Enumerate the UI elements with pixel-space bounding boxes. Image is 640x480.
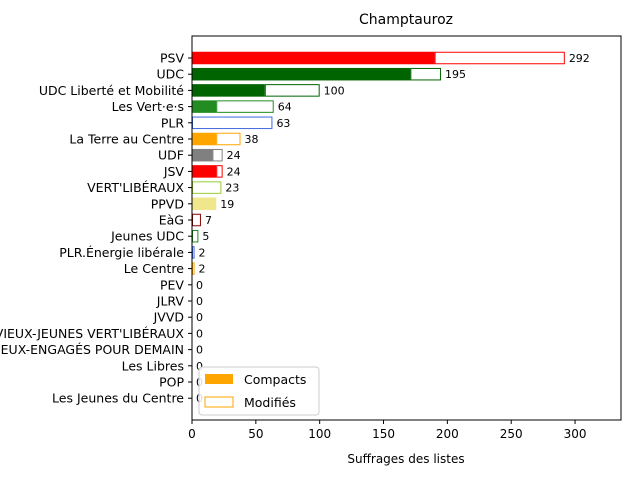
bar-compacts-jsv [192, 165, 217, 178]
bar-compacts-la-terre-au-centre [192, 132, 217, 146]
y-tick-label-jeunes-udc: Jeunes UDC [110, 229, 184, 244]
y-tick-label-plr: PLR [161, 115, 185, 130]
y-tick-label-les-vieux-engages-pour-demain: LES VIEUX-ENGAGÉS POUR DEMAIN [0, 342, 184, 357]
x-tick-label-100: 100 [308, 427, 331, 441]
x-tick-label-200: 200 [436, 427, 459, 441]
bar-modifies-plr [192, 116, 273, 130]
bar-modifies-vert-liberaux [192, 181, 222, 194]
legend-swatch-compacts [205, 374, 233, 384]
legend-label-modifies: Modifiés [244, 395, 296, 410]
y-tick-label-pev: PEV [160, 277, 184, 292]
value-label-jvvd: 0 [196, 311, 203, 324]
bar-modifies-les-vert-e-s [216, 100, 274, 113]
bars-group [192, 51, 565, 275]
value-label-vert-liberaux: 23 [225, 182, 239, 195]
bar-compacts-udc-liberte-et-mobilite [192, 84, 265, 97]
y-tick-label-jvvd: JVVD [153, 310, 184, 325]
value-label-les-vieux-jeunes-vert-liberaux: 0 [196, 327, 203, 340]
legend-label-compacts: Compacts [244, 372, 306, 387]
y-tick-label-eag: EàG [159, 213, 184, 228]
legend-swatch-modifies [204, 396, 234, 408]
value-label-plr-energie-liberale: 2 [199, 246, 206, 259]
bar-modifies-udf [212, 148, 223, 162]
value-label-jeunes-udc: 5 [202, 230, 209, 243]
chart-title: Champtauroz [359, 12, 453, 28]
y-tick-label-udf: UDF [158, 148, 184, 163]
y-tick-label-plr-energie-liberale: PLR.Énergie libérale [59, 245, 184, 260]
legend: Compacts Modifiés [198, 366, 320, 416]
bar-modifies-jeunes-udc [192, 229, 199, 243]
value-label-plr: 63 [276, 117, 290, 130]
y-tick-label-les-jeunes-du-centre: Les Jeunes du Centre [52, 391, 184, 406]
x-tick-label-50: 50 [248, 427, 263, 441]
x-tick-label-250: 250 [500, 427, 523, 441]
value-label-les-vieux-engages-pour-demain: 0 [196, 344, 203, 357]
bar-modifies-jsv [216, 165, 223, 178]
y-tick-label-ppvd: PPVD [151, 196, 184, 211]
bar-compacts-udf [192, 148, 213, 162]
value-label-udc: 195 [445, 68, 466, 81]
value-label-psv: 292 [569, 52, 590, 65]
value-label-eag: 7 [205, 214, 212, 227]
bar-modifies-le-centre [192, 262, 195, 275]
bar-modifies-plr-energie-liberale [192, 246, 195, 259]
y-tick-label-vert-liberaux: VERT'LIBÉRAUX [87, 180, 184, 195]
bar-modifies-psv [434, 51, 565, 65]
bar-compacts-ppvd [192, 197, 217, 211]
bar-modifies-eag [192, 213, 201, 227]
value-label-udc-liberte-et-mobilite: 100 [324, 84, 345, 97]
y-tick-label-les-libres: Les Libres [122, 358, 184, 373]
y-tick-label-les-vieux-jeunes-vert-liberaux: LES VIEUX-JEUNES VERT'LIBÉRAUX [0, 326, 184, 341]
value-label-la-terre-au-centre: 38 [245, 133, 259, 146]
y-tick-label-udc-liberte-et-mobilite: UDC Liberté et Mobilité [39, 83, 184, 98]
plot-frame [191, 35, 622, 421]
y-tick-label-le-centre: Le Centre [124, 261, 185, 276]
y-tick-label-jsv: JSV [163, 164, 185, 179]
value-label-jsv: 24 [227, 165, 241, 178]
x-tick-label-0: 0 [188, 427, 196, 441]
y-tick-label-les-vert-e-s: Les Vert·e·s [112, 99, 184, 114]
x-tick-label-300: 300 [564, 427, 587, 441]
y-tick-label-udc: UDC [156, 67, 184, 82]
x-ticks-group: 0 50 100 150 200 250 300 [188, 420, 586, 441]
value-label-le-centre: 2 [199, 263, 206, 276]
y-tick-label-la-terre-au-centre: La Terre au Centre [69, 132, 184, 147]
bar-modifies-udc [410, 67, 441, 81]
x-axis-label: Suffrages des listes [347, 452, 464, 466]
bar-modifies-udc-liberte-et-mobilite [264, 84, 320, 97]
value-label-ppvd: 19 [220, 198, 234, 211]
bar-compacts-psv [192, 51, 435, 65]
x-tick-label-150: 150 [372, 427, 395, 441]
bar-modifies-la-terre-au-centre [216, 132, 241, 146]
y-tick-label-psv: PSV [160, 51, 184, 66]
value-label-jlrv: 0 [196, 295, 203, 308]
y-tick-label-jlrv: JLRV [156, 294, 185, 309]
value-label-les-vert-e-s: 64 [278, 101, 292, 114]
value-label-udf: 24 [227, 149, 241, 162]
bar-compacts-udc [192, 67, 411, 81]
value-label-pev: 0 [196, 279, 203, 292]
bar-compacts-les-vert-e-s [192, 100, 217, 113]
value-label-les-libres: 0 [196, 360, 203, 373]
y-tick-label-pop: POP [159, 375, 184, 390]
